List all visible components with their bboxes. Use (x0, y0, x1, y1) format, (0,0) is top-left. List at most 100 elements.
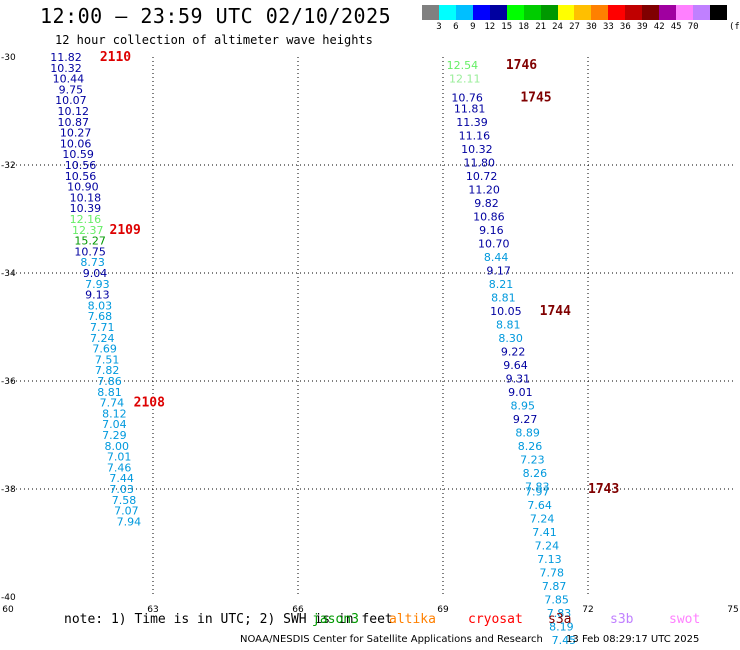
legend-swatch (455, 5, 473, 20)
satellite-label-jason3: jason3 (312, 612, 359, 627)
data-point-label: 8.00 (105, 440, 130, 453)
legend-swatch (642, 5, 660, 20)
legend-swatch (506, 5, 524, 20)
time-label: 1744 (540, 304, 571, 319)
data-point-label: 10.12 (58, 105, 90, 118)
data-point-label: 7.85 (544, 594, 569, 607)
legend-tick-label: 6 (453, 22, 459, 32)
y-tick-label: -34 (1, 269, 16, 279)
data-point-label: 8.81 (496, 318, 521, 331)
legend-swatch (608, 5, 626, 20)
data-point-label: 7.83 (547, 607, 572, 620)
data-point-label: 11.16 (459, 129, 491, 142)
data-point-label: 15.27 (74, 235, 106, 248)
data-point-label: 8.30 (498, 332, 523, 345)
page-subtitle: 12 hour collection of altimeter wave hei… (55, 33, 373, 47)
data-point-label: 7.68 (88, 310, 113, 323)
data-point-label: 7.82 (95, 364, 120, 377)
legend-tick-label: 15 (501, 22, 513, 32)
satellite-label-s3a: s3a (548, 612, 572, 627)
data-point-label: 7.07 (114, 505, 139, 518)
data-point-label: 8.89 (515, 426, 540, 439)
data-point-label: 12.54 (447, 59, 479, 72)
data-point-label: 10.05 (490, 305, 522, 318)
data-point-label: 9.82 (474, 197, 499, 210)
data-point-label: 7.74 (100, 397, 125, 410)
time-label: 1746 (506, 58, 537, 73)
data-point-label: 7.04 (102, 418, 127, 431)
legend-tick-label: 18 (518, 22, 530, 32)
legend-tick-label: 27 (569, 22, 580, 32)
data-point-label: 8.19 (549, 621, 574, 634)
legend-swatch (676, 5, 693, 20)
data-point-label: 7.97 (525, 486, 550, 499)
legend-unit: (ft) (729, 22, 740, 32)
data-point-label: 10.32 (50, 62, 82, 75)
legend-tick-label: 9 (470, 22, 476, 32)
page-title: 12:00 — 23:59 UTC 02/10/2025 (40, 4, 392, 28)
data-point-label: 11.81 (454, 102, 486, 115)
data-point-label: 7.78 (540, 567, 565, 580)
data-point-label: 10.56 (65, 159, 97, 172)
legend-tick-label: 12 (484, 22, 496, 32)
data-point-label: 10.72 (466, 170, 498, 183)
data-point-label: 7.29 (102, 429, 127, 442)
legend-tick-label: 39 (636, 22, 648, 32)
legend-swatch (557, 5, 575, 20)
time-label: 1743 (588, 482, 619, 497)
data-point-label: 7.44 (109, 472, 134, 485)
legend-tick-label: 3 (436, 22, 442, 32)
data-point-label: 9.04 (83, 267, 108, 280)
legend-tick-label: 24 (552, 22, 563, 32)
data-point-label: 10.56 (65, 170, 97, 183)
legend-tick-label: 30 (586, 22, 597, 32)
data-point-label: 7.58 (112, 494, 137, 507)
data-point-label: 10.18 (70, 191, 102, 204)
legend-swatch (523, 5, 541, 20)
satellite-label-altika: altika (389, 612, 436, 627)
x-tick-label: 60 (2, 605, 14, 615)
y-tick-label: -40 (1, 593, 16, 603)
data-point-label: 10.06 (60, 137, 92, 150)
data-point-label: 7.51 (95, 353, 120, 366)
data-point-label: 10.07 (55, 94, 87, 107)
color-legend-bar (422, 5, 727, 20)
footer-org: NOAA/NESDIS Center for Satellite Applica… (240, 634, 543, 645)
legend-swatch (693, 5, 710, 20)
legend-tick-label: 33 (602, 22, 614, 32)
x-tick-label: 63 (147, 605, 158, 615)
legend-tick-label: 21 (535, 22, 547, 32)
y-tick-label: -36 (1, 377, 16, 387)
legend-swatch (574, 5, 592, 20)
legend-tick-label: 42 (653, 22, 665, 32)
data-point-label: 8.95 (511, 399, 536, 412)
data-point-label: 11.82 (50, 51, 82, 64)
data-point-label: 10.39 (70, 202, 102, 215)
legend-tick-label: 36 (619, 22, 631, 32)
data-point-label: 12.11 (449, 73, 481, 86)
legend-swatch (659, 5, 677, 20)
data-point-label: 7.46 (107, 461, 132, 474)
data-point-label: 7.69 (92, 343, 117, 356)
data-point-label: 8.81 (491, 291, 516, 304)
legend-tick-label: 45 (670, 22, 682, 32)
data-point-label: 8.03 (88, 299, 113, 312)
time-label: 2108 (134, 396, 165, 411)
legend-tick-label: 70 (687, 22, 699, 32)
data-point-label: 7.01 (107, 451, 132, 464)
data-point-label: 9.16 (479, 224, 504, 237)
data-point-label: 7.94 (117, 515, 142, 528)
data-point-label: 10.86 (473, 210, 505, 223)
footer-timestamp: 13 Feb 08:29:17 UTC 2025 (566, 634, 700, 645)
legend-swatch (489, 5, 507, 20)
data-point-label: 8.26 (523, 467, 548, 480)
data-point-label: 8.12 (102, 407, 127, 420)
data-point-label: 10.27 (60, 127, 92, 140)
data-point-label: 8.44 (484, 251, 509, 264)
data-point-label: 7.41 (532, 526, 557, 539)
data-point-label: 8.21 (489, 278, 514, 291)
y-tick-label: -32 (1, 161, 16, 171)
time-label: 2110 (100, 50, 131, 65)
data-point-label: 9.01 (508, 386, 533, 399)
